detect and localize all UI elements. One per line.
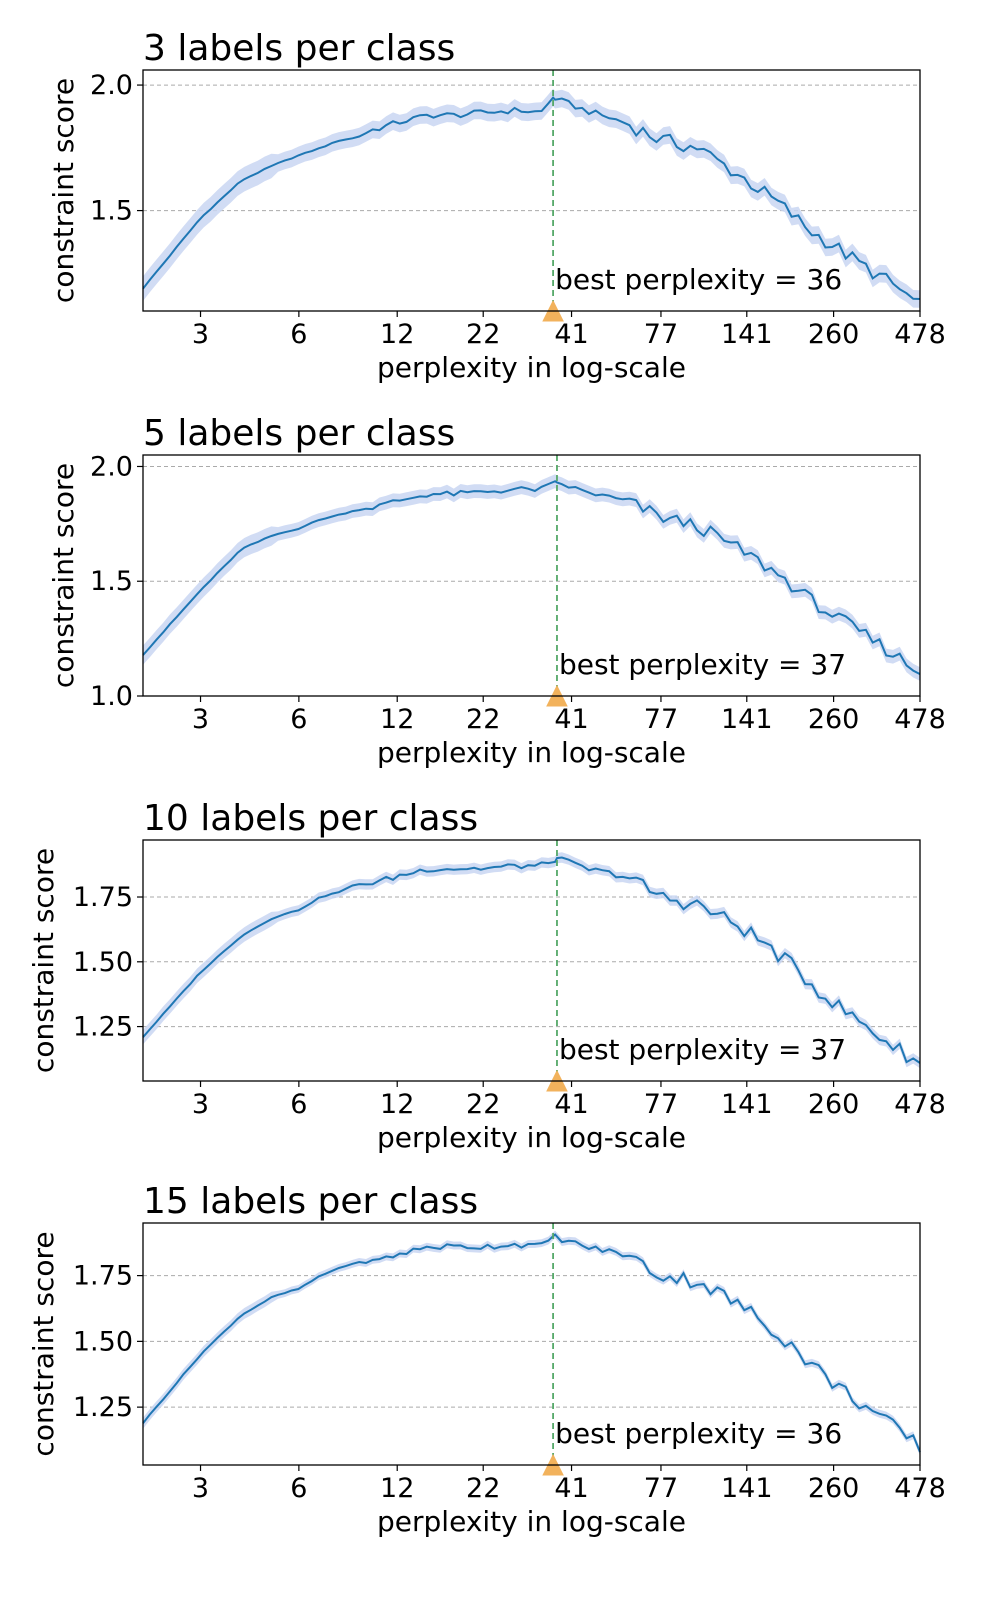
series-line — [142, 480, 921, 675]
y-tick-label: 1.50 — [73, 947, 133, 978]
chart-title: 3 labels per class — [143, 28, 455, 69]
x-tick-label: 22 — [466, 319, 500, 350]
chart-title: 15 labels per class — [143, 1181, 478, 1222]
y-axis-label: constraint score — [47, 463, 80, 688]
y-tick-label: 1.50 — [73, 1326, 133, 1357]
x-tick-label: 6 — [290, 1089, 307, 1120]
x-tick-label: 41 — [554, 1089, 588, 1120]
x-tick-label: 41 — [554, 704, 588, 735]
best-perplexity-label: best perplexity = 36 — [555, 1417, 842, 1450]
series-line — [142, 856, 921, 1064]
series-line — [142, 1233, 921, 1453]
x-tick-label: 12 — [380, 1473, 414, 1504]
plot-frame — [142, 454, 921, 697]
y-tick-label: 1.75 — [73, 882, 133, 913]
x-tick-label: 478 — [894, 319, 946, 350]
x-tick-label: 3 — [192, 319, 209, 350]
x-tick-label: 141 — [721, 1473, 773, 1504]
chart-panel-1: 3 labels per class 1.5 2.0 best perplexity … — [47, 28, 946, 384]
plot-frame — [142, 1222, 921, 1466]
x-tick-label: 141 — [721, 704, 773, 735]
x-tick-label: 260 — [808, 1089, 860, 1120]
x-tick-label: 3 — [192, 1089, 209, 1120]
y-tick-label: 1.25 — [73, 1012, 133, 1043]
x-tick-label: 6 — [290, 704, 307, 735]
confidence-band — [143, 88, 920, 308]
y-axis-label: constraint score — [47, 78, 80, 303]
x-tick-label: 12 — [380, 319, 414, 350]
y-tick-label: 2.0 — [90, 70, 133, 101]
x-tick-label: 41 — [554, 1473, 588, 1504]
x-tick-label: 77 — [644, 704, 678, 735]
plot-frame — [142, 839, 921, 1082]
x-tick-label: 22 — [466, 1473, 500, 1504]
y-axis-label: constraint score — [27, 848, 60, 1073]
chart-panel-3: 10 labels per class 1.25 1.50 1.75 best perp… — [27, 798, 946, 1154]
x-tick-label: 141 — [721, 1089, 773, 1120]
x-tick-label: 22 — [466, 704, 500, 735]
chart-title: 10 labels per class — [143, 798, 478, 839]
x-tick-label: 260 — [808, 704, 860, 735]
x-tick-label: 478 — [894, 1473, 946, 1504]
x-tick-label: 22 — [466, 1089, 500, 1120]
best-perplexity-label: best perplexity = 36 — [555, 263, 842, 296]
x-tick-label: 6 — [290, 1473, 307, 1504]
chart-title: 5 labels per class — [143, 413, 455, 454]
x-tick-label: 478 — [894, 704, 946, 735]
y-tick-label: 1.0 — [90, 681, 133, 712]
y-tick-label: 1.5 — [90, 566, 133, 597]
y-tick-label: 1.25 — [73, 1392, 133, 1423]
x-tick-label: 77 — [644, 1089, 678, 1120]
best-perplexity-label: best perplexity = 37 — [559, 648, 846, 681]
y-tick-label: 2.0 — [90, 451, 133, 482]
chart-panel-4: 15 labels per class 1.25 1.50 1.75 best perp… — [27, 1181, 946, 1538]
series-line — [142, 96, 921, 300]
x-axis-label: perplexity in log-scale — [377, 351, 686, 384]
x-tick-label: 3 — [192, 704, 209, 735]
x-axis-label: perplexity in log-scale — [377, 1121, 686, 1154]
x-axis-label: perplexity in log-scale — [377, 736, 686, 769]
x-tick-label: 141 — [721, 319, 773, 350]
x-tick-label: 77 — [644, 1473, 678, 1504]
x-tick-label: 478 — [894, 1089, 946, 1120]
x-tick-label: 260 — [808, 1473, 860, 1504]
plot-frame — [142, 69, 921, 312]
y-axis-label: constraint score — [27, 1231, 60, 1456]
x-tick-label: 260 — [808, 319, 860, 350]
x-tick-label: 3 — [192, 1473, 209, 1504]
best-perplexity-label: best perplexity = 37 — [559, 1033, 846, 1066]
x-tick-label: 12 — [380, 704, 414, 735]
x-tick-label: 6 — [290, 319, 307, 350]
chart-panel-2: 5 labels per class 1.0 1.5 2.0 best perplexi… — [47, 413, 946, 769]
x-tick-label: 41 — [554, 319, 588, 350]
x-tick-label: 12 — [380, 1089, 414, 1120]
y-tick-label: 1.75 — [73, 1261, 133, 1292]
x-axis-label: perplexity in log-scale — [377, 1505, 686, 1538]
x-tick-label: 77 — [644, 319, 678, 350]
y-tick-label: 1.5 — [90, 196, 133, 227]
